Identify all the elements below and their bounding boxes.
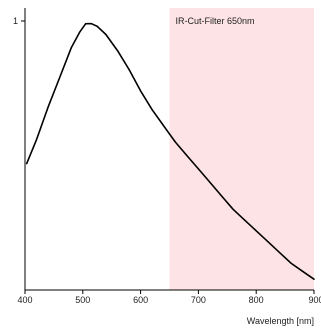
series-line-0 — [25, 22, 315, 280]
ir-cut-region — [169, 8, 314, 290]
y-tick-label-1: 1 — [13, 16, 18, 26]
x-axis-label: Wavelength [nm] — [247, 316, 314, 326]
x-tick-label-800: 800 — [249, 295, 264, 305]
x-tick-label-700: 700 — [191, 295, 206, 305]
x-tick-label-500: 500 — [75, 295, 90, 305]
ir-cut-filter-label: IR-Cut-Filter 650nm — [176, 16, 255, 26]
x-tick-label-400: 400 — [17, 295, 32, 305]
x-tick-label-600: 600 — [133, 295, 148, 305]
x-tick-label-900: 900 — [308, 295, 321, 305]
